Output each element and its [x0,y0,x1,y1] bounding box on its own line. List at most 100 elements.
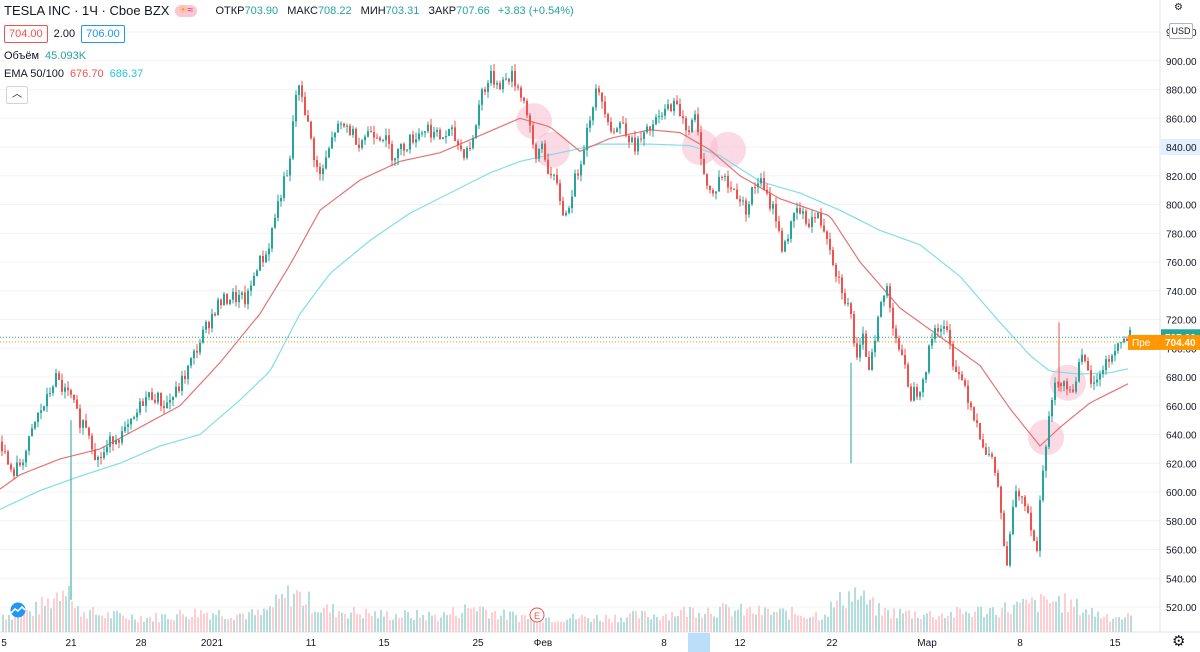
sell-button[interactable]: 704.00 [4,25,48,43]
symbol-title[interactable]: TESLA INC · 1Ч · Cboe BZX [4,3,170,18]
volume-bar [743,615,745,632]
candle-body [796,208,798,213]
volume-bar [1070,599,1072,632]
volume-bar [485,609,487,632]
candle-body [235,291,237,303]
candle-body [193,350,195,359]
candle-body [490,71,492,84]
volume-bar [458,618,460,632]
candle-body [871,352,873,370]
volume-bar [92,606,94,632]
tradingview-logo-icon[interactable] [6,602,30,618]
candle-body [283,176,285,198]
highlight-circle [1028,419,1064,456]
volume-bar [305,604,307,632]
volume-bar [50,608,52,632]
buy-button[interactable]: 706.00 [81,25,125,43]
candle-body [304,96,306,116]
volume-bar [560,621,562,632]
candle-body [415,139,417,143]
candle-body [499,83,501,90]
candle-body [49,393,51,395]
volume-bar [8,614,10,632]
volume-bar [164,614,166,632]
candle-body [913,387,915,401]
volume-bar [347,618,349,632]
currency-badge[interactable]: USD [1169,23,1193,39]
gear-icon[interactable]: ⚙ [1172,633,1186,650]
ema-label: EMA 50/100 [4,68,64,80]
earnings-marker [529,607,545,623]
candle-body [1090,370,1092,384]
volume-bar [698,612,700,632]
volume-bar [392,619,394,632]
volume-bar [419,617,421,632]
volume-bar [632,610,634,632]
ohlc-values: ОТКР703.90 МАКС708.22 МИН703.31 ЗАКР707.… [209,5,573,17]
volume-bar [587,618,589,632]
volume-bar [131,614,133,632]
volume-bar [923,615,925,632]
candle-body [610,121,612,132]
volume-bar [1067,611,1069,632]
price-tick-label: 860.00 [1166,114,1197,125]
candle-body [547,159,549,174]
chevron-up-icon[interactable]: ︿ [6,86,28,104]
candle-body [688,130,690,132]
candle-body [520,87,522,98]
volume-bar [491,612,493,632]
candle-body [280,197,282,202]
volume-legend[interactable]: Объём 45.093K [4,50,86,62]
low-label: МИН [360,4,386,17]
candle-body [772,204,774,209]
candle-body [790,221,792,239]
volume-bar [233,619,235,632]
volume-bar [890,618,892,632]
volume-bar [371,616,373,632]
candle-body [340,123,342,125]
candle-body [1117,343,1119,351]
volume-bar [401,617,403,632]
candle-body [154,399,156,403]
volume-bar [782,608,784,632]
price-tick-label: 720.00 [1166,316,1197,327]
candle-body [589,120,591,128]
candle-body [784,241,786,252]
candle-body [367,131,369,137]
volume-bar [1115,616,1117,632]
candle-body [187,365,189,380]
candle-body [1081,354,1083,363]
volume-bar [248,612,250,632]
candle-body [259,255,261,271]
volume-bar [830,601,832,632]
ema-legend[interactable]: EMA 50/100 676.70 686.37 [4,68,143,80]
candle-body [1120,342,1122,344]
candle-body [127,424,129,427]
candle-body [649,126,651,131]
candle-body [469,147,471,149]
candle-body [973,407,975,421]
axis-settings-icon[interactable]: ⚙ [1174,2,1183,13]
volume-bar [146,617,148,632]
candle-body [271,227,273,249]
candle-body [208,321,210,329]
candle-body [556,174,558,184]
volume-bar [728,607,730,632]
candle-body [697,114,699,133]
candle-body [433,131,435,138]
volume-bar [848,591,850,632]
candle-body [559,183,561,201]
volume-bar [740,603,742,632]
candle-body [874,340,876,353]
volume-bar [212,613,214,632]
volume-bar [59,601,61,632]
candle-body [775,204,777,222]
candle-body [673,100,675,112]
volume-bar [137,622,139,632]
market-status-icon[interactable]: ☀ ≈ [175,4,198,17]
candle-body [754,187,756,189]
volume-bar [20,610,22,632]
candle-body [403,143,405,151]
volume-bar [1046,599,1048,632]
